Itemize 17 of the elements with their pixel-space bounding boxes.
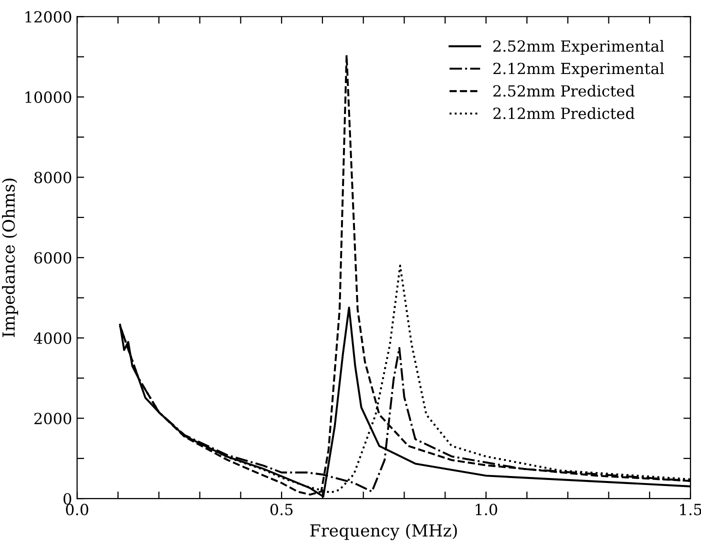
legend-label: 2.52mm Predicted (493, 84, 635, 97)
legend-label: 2.12mm Predicted (493, 107, 635, 120)
y-tick-label: 10000 (26, 91, 72, 103)
y-tick-label: 12000 (26, 11, 72, 23)
x-tick-label: 0.0 (66, 504, 88, 516)
x-tick-label: 1.0 (476, 504, 498, 516)
x-axis-title: Frequency (MHz) (310, 524, 457, 540)
y-tick-label: 6000 (34, 252, 72, 264)
x-tick-label: 1.5 (680, 504, 701, 516)
y-tick-label: 8000 (34, 172, 72, 184)
y-axis-title: Impedance (Ohms) (2, 178, 18, 337)
legend-label: 2.52mm Experimental (493, 40, 664, 55)
y-tick-label: 2000 (34, 412, 72, 424)
legend-label: 2.12mm Experimental (493, 62, 664, 78)
x-tick-label: 0.5 (270, 504, 293, 516)
y-tick-label: 4000 (34, 332, 72, 344)
y-tick-label: 0 (64, 493, 72, 505)
